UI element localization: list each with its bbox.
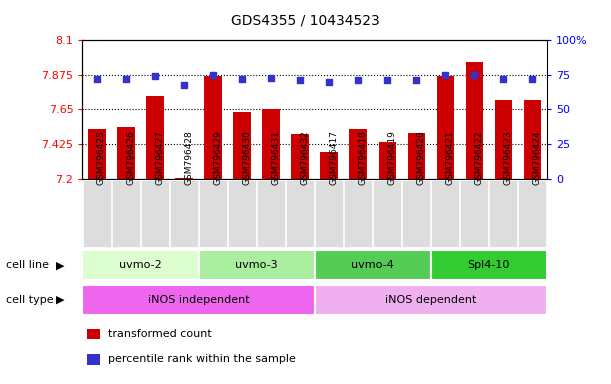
Bar [199, 250, 315, 280]
Point [121, 76, 131, 82]
Point [208, 72, 218, 78]
Text: cell type: cell type [6, 295, 54, 305]
Text: GSM796423: GSM796423 [503, 130, 512, 185]
Text: GSM796424: GSM796424 [532, 130, 541, 185]
Text: GSM796419: GSM796419 [387, 130, 396, 185]
Text: ▶: ▶ [56, 260, 65, 270]
Bar [489, 180, 518, 247]
Point [150, 73, 160, 79]
Text: uvmo-4: uvmo-4 [351, 260, 394, 270]
Text: GSM796418: GSM796418 [358, 130, 367, 185]
Bar [495, 100, 512, 179]
Bar [460, 180, 488, 247]
Bar [315, 180, 343, 247]
Text: percentile rank within the sample: percentile rank within the sample [108, 354, 296, 364]
Bar [233, 112, 251, 179]
Bar [315, 250, 431, 280]
Text: GSM796420: GSM796420 [416, 130, 425, 185]
Bar [147, 96, 164, 179]
Point [237, 76, 247, 82]
Bar [89, 129, 106, 179]
Bar [466, 62, 483, 179]
Point [527, 76, 537, 82]
Text: uvmo-3: uvmo-3 [235, 260, 278, 270]
Bar [204, 76, 222, 179]
Text: iNOS dependent: iNOS dependent [385, 295, 477, 305]
Bar [170, 180, 198, 247]
Text: GSM796425: GSM796425 [97, 130, 106, 185]
Bar [87, 329, 100, 339]
Text: iNOS independent: iNOS independent [148, 295, 249, 305]
Bar [175, 178, 193, 179]
Point [382, 77, 392, 83]
Text: ▶: ▶ [56, 295, 65, 305]
Bar [431, 250, 547, 280]
Bar [257, 180, 285, 247]
Bar [402, 180, 430, 247]
Point [499, 76, 508, 82]
Bar [408, 133, 425, 179]
Bar [82, 285, 315, 315]
Bar [263, 109, 280, 179]
Point [179, 81, 189, 88]
Point [266, 74, 276, 81]
Bar [518, 180, 546, 247]
Point [353, 77, 363, 83]
Text: GSM796430: GSM796430 [242, 130, 251, 185]
Text: GSM796421: GSM796421 [445, 130, 454, 185]
Bar [315, 285, 547, 315]
Bar [344, 180, 372, 247]
Point [441, 72, 450, 78]
Text: Spl4-10: Spl4-10 [467, 260, 510, 270]
Text: transformed count: transformed count [108, 329, 212, 339]
Point [92, 76, 102, 82]
Text: cell line: cell line [6, 260, 49, 270]
Text: GSM796428: GSM796428 [184, 130, 193, 185]
Text: GSM796432: GSM796432 [300, 130, 309, 185]
Bar [379, 142, 396, 179]
Bar [141, 180, 169, 247]
Bar [199, 180, 227, 247]
Bar [228, 180, 256, 247]
Bar [431, 180, 459, 247]
Point [469, 72, 479, 78]
Bar [286, 180, 314, 247]
Bar [291, 134, 309, 179]
Bar [87, 354, 100, 365]
Point [295, 77, 305, 83]
Text: GSM796422: GSM796422 [474, 130, 483, 185]
Bar [321, 152, 338, 179]
Text: uvmo-2: uvmo-2 [119, 260, 162, 270]
Text: GSM796427: GSM796427 [155, 130, 164, 185]
Point [411, 77, 421, 83]
Bar [117, 127, 134, 179]
Bar [373, 180, 401, 247]
Text: GSM796429: GSM796429 [213, 130, 222, 185]
Text: GDS4355 / 10434523: GDS4355 / 10434523 [231, 13, 380, 27]
Bar [436, 76, 454, 179]
Point [324, 79, 334, 85]
Text: GSM796426: GSM796426 [126, 130, 135, 185]
Bar [82, 250, 199, 280]
Bar [112, 180, 140, 247]
Bar [83, 180, 111, 247]
Text: GSM796417: GSM796417 [329, 130, 338, 185]
Text: GSM796431: GSM796431 [271, 130, 280, 185]
Bar [524, 100, 541, 179]
Bar [349, 129, 367, 179]
